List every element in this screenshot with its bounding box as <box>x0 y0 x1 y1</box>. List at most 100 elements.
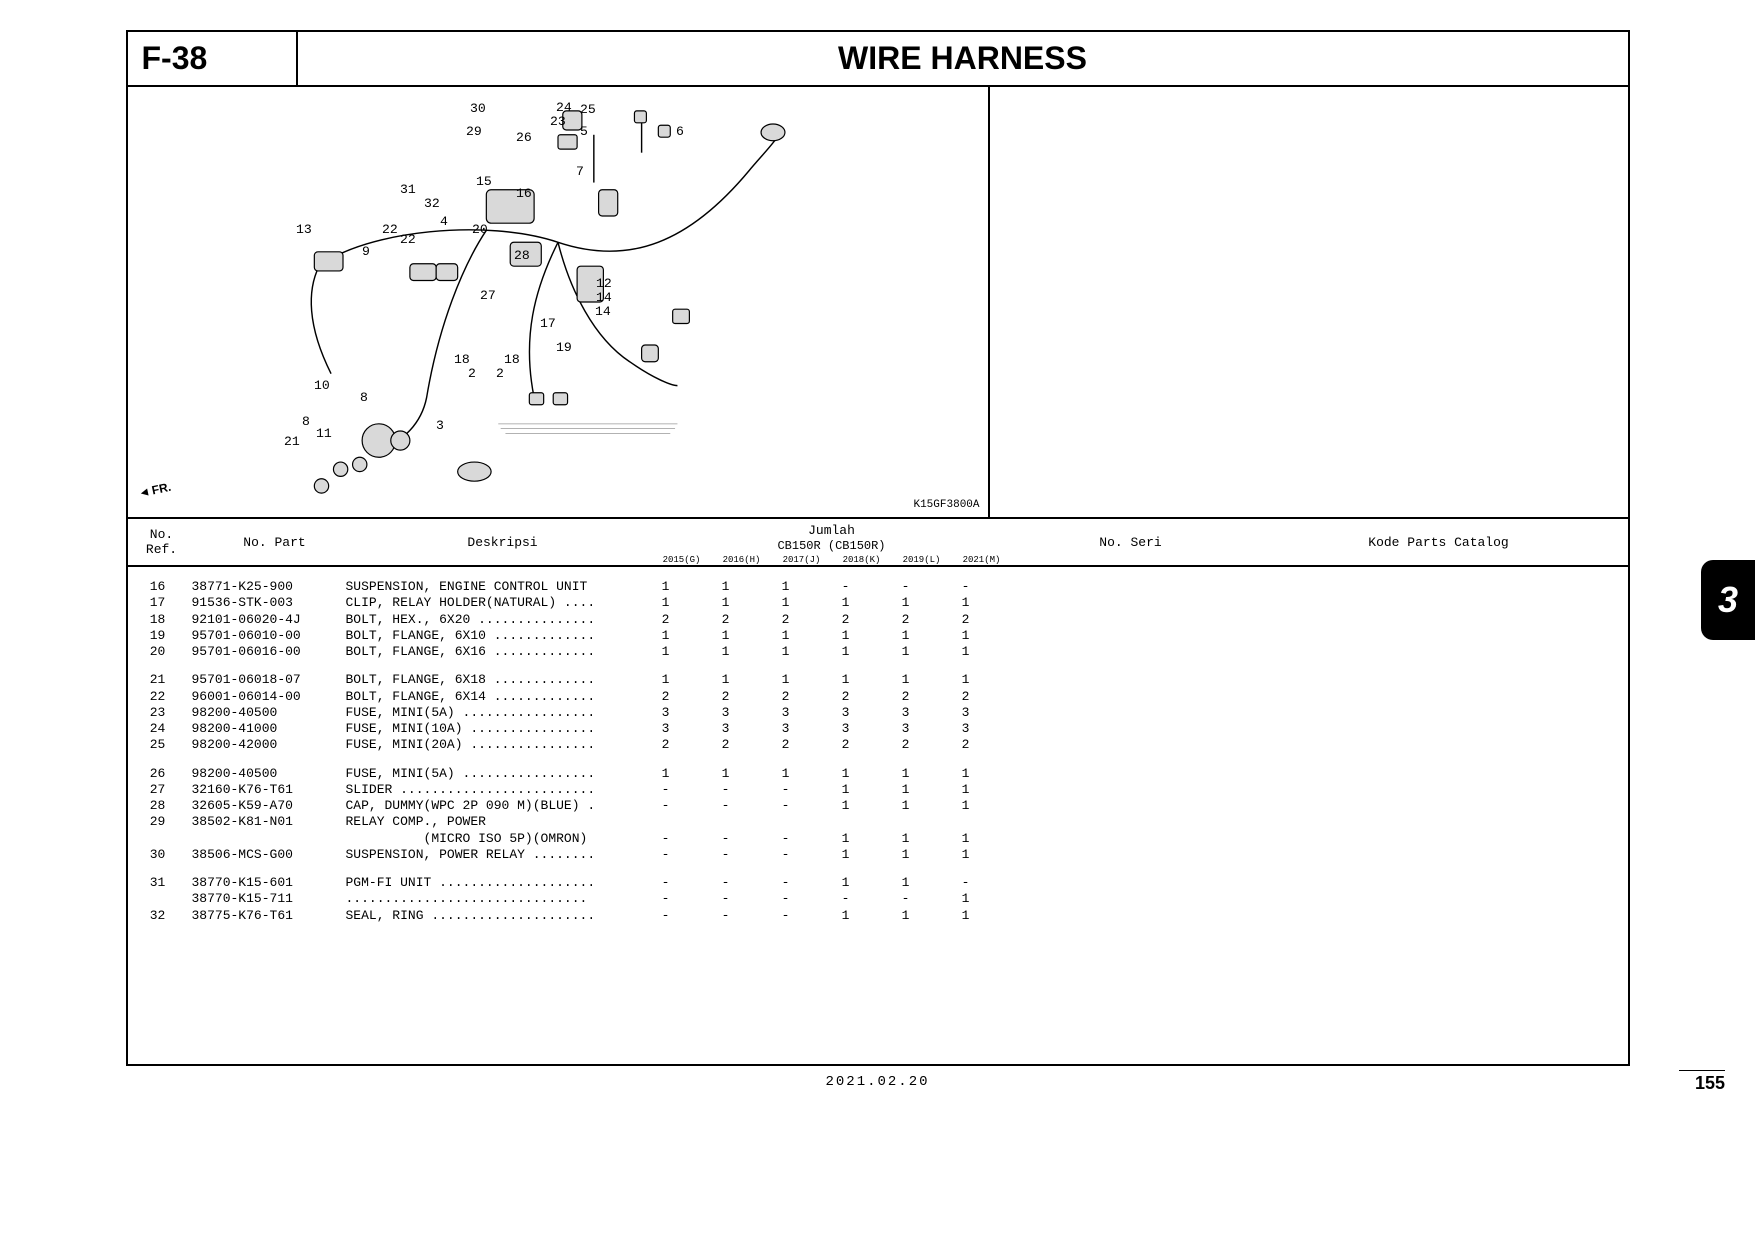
qty-cell: 1 <box>756 766 816 782</box>
callout-number: 31 <box>400 182 416 197</box>
partno-cell: 38771-K25-900 <box>188 579 342 595</box>
qty-cell: - <box>816 579 876 595</box>
callout-number: 23 <box>550 114 566 129</box>
qty-cell: 3 <box>816 721 876 737</box>
callout-number: 5 <box>580 124 588 139</box>
qty-cell <box>936 814 996 830</box>
qty-cell: - <box>636 831 696 847</box>
qty-cell: 2 <box>876 689 936 705</box>
ref-cell: 21 <box>128 672 188 688</box>
table-row: 2598200-42000FUSE, MINI(20A) ...........… <box>128 737 1628 753</box>
callout-number: 29 <box>466 124 482 139</box>
page-header: F-38 WIRE HARNESS <box>128 32 1628 87</box>
qty-cell: 1 <box>696 644 756 660</box>
partno-cell: 32160-K76-T61 <box>188 782 342 798</box>
qty-cell: 1 <box>936 672 996 688</box>
qty-cell: 1 <box>696 579 756 595</box>
qty-cell: - <box>756 831 816 847</box>
seri-cell <box>996 672 1230 688</box>
qty-cell: 1 <box>936 908 996 924</box>
desc-cell: SUSPENSION, ENGINE CONTROL UNIT <box>342 579 636 595</box>
seri-cell <box>996 705 1230 721</box>
table-row: 3038506-MCS-G00SUSPENSION, POWER RELAY .… <box>128 847 1628 863</box>
qty-cell: 1 <box>816 644 876 660</box>
qty-cell: 1 <box>816 766 876 782</box>
qty-cell: - <box>696 798 756 814</box>
qty-cell: - <box>696 908 756 924</box>
seri-cell <box>996 579 1230 595</box>
callout-number: 15 <box>476 174 492 189</box>
ref-cell: 25 <box>128 737 188 753</box>
qty-cell: 1 <box>936 595 996 611</box>
ref-cell: 18 <box>128 612 188 628</box>
qty-cell: - <box>636 847 696 863</box>
qty-year: 2017(J) <box>772 555 832 565</box>
qty-cell: 3 <box>756 721 816 737</box>
kode-cell <box>1230 814 1628 830</box>
qty-cell: - <box>696 891 756 907</box>
callout-number: 27 <box>480 288 496 303</box>
qty-cell: 2 <box>816 689 876 705</box>
qty-year: 2018(K) <box>832 555 892 565</box>
callout-number: 30 <box>470 101 486 116</box>
qty-cell: - <box>696 875 756 891</box>
qty-cell: 1 <box>816 875 876 891</box>
callout-number: 10 <box>314 378 330 393</box>
ref-cell: 32 <box>128 908 188 924</box>
table-row: 2498200-41000FUSE, MINI(10A) ...........… <box>128 721 1628 737</box>
qty-cell: 2 <box>756 737 816 753</box>
seri-cell <box>996 891 1230 907</box>
qty-cell: 1 <box>756 579 816 595</box>
qty-cell: 2 <box>636 689 696 705</box>
qty-cell: 2 <box>696 737 756 753</box>
footer-date: 2021.02.20 <box>0 1074 1755 1090</box>
qty-cell: 2 <box>636 737 696 753</box>
qty-cell: - <box>636 875 696 891</box>
seri-cell <box>996 721 1230 737</box>
parts-table-body: 1638771-K25-900SUSPENSION, ENGINE CONTRO… <box>128 567 1628 1064</box>
table-row: 2938502-K81-N01RELAY COMP., POWER <box>128 814 1628 830</box>
seri-cell <box>996 628 1230 644</box>
table-row: (MICRO ISO 5P)(OMRON)---111 <box>128 831 1628 847</box>
qty-cell: 1 <box>876 766 936 782</box>
qty-cell: 1 <box>636 628 696 644</box>
qty-cell: - <box>636 782 696 798</box>
desc-cell: SUSPENSION, POWER RELAY ........ <box>342 847 636 863</box>
qty-year: 2016(H) <box>712 555 772 565</box>
desc-cell: BOLT, FLANGE, 6X16 ............. <box>342 644 636 660</box>
qty-cell: 1 <box>876 644 936 660</box>
qty-cell: 3 <box>696 705 756 721</box>
qty-cell: 1 <box>756 595 816 611</box>
kode-cell <box>1230 705 1628 721</box>
qty-cell: - <box>756 891 816 907</box>
section-title: WIRE HARNESS <box>298 32 1628 85</box>
desc-cell: RELAY COMP., POWER <box>342 814 636 830</box>
qty-cell: 1 <box>936 798 996 814</box>
qty-cell: - <box>636 908 696 924</box>
qty-cell: 1 <box>936 891 996 907</box>
qty-cell: 1 <box>876 875 936 891</box>
kode-cell <box>1230 579 1628 595</box>
callout-number: 17 <box>540 316 556 331</box>
qty-cell: 1 <box>636 672 696 688</box>
ref-cell: 19 <box>128 628 188 644</box>
qty-cell: 3 <box>636 721 696 737</box>
qty-cell: 2 <box>636 612 696 628</box>
partno-cell <box>188 831 342 847</box>
qty-cell: - <box>876 891 936 907</box>
kode-cell <box>1230 721 1628 737</box>
callout-number: 4 <box>440 214 448 229</box>
qty-cell: 1 <box>816 908 876 924</box>
ref-cell: 20 <box>128 644 188 660</box>
col-header-seri: No. Seri <box>1012 519 1250 565</box>
qty-cell: 1 <box>876 908 936 924</box>
callout-number: 3 <box>436 418 444 433</box>
diagram-id-label: K15GF3800A <box>913 499 979 511</box>
qty-cell: 1 <box>876 628 936 644</box>
qty-cell: - <box>756 782 816 798</box>
qty-cell: - <box>936 579 996 595</box>
qty-cell: - <box>876 579 936 595</box>
qty-cell: 2 <box>876 612 936 628</box>
partno-cell: 92101-06020-4J <box>188 612 342 628</box>
desc-cell: BOLT, FLANGE, 6X10 ............. <box>342 628 636 644</box>
